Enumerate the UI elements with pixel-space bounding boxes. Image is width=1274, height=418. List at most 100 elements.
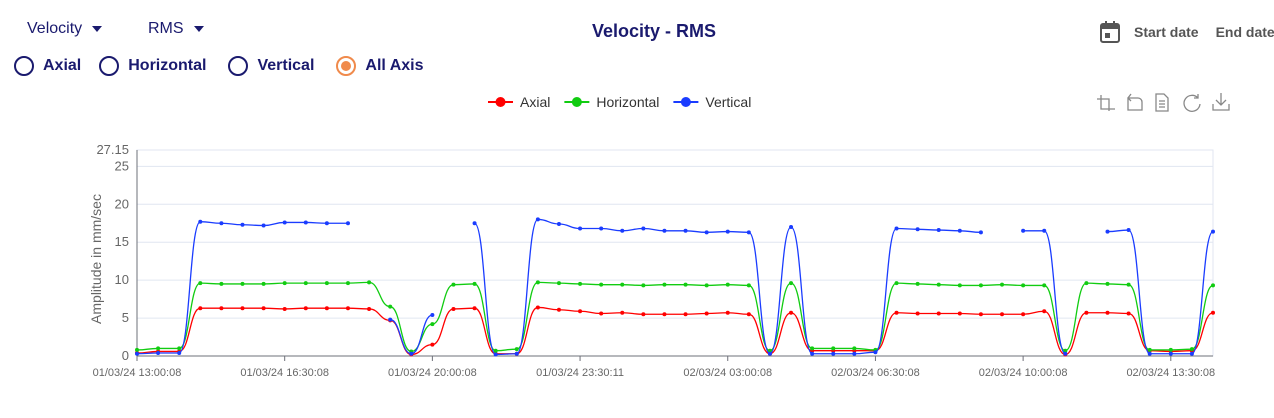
data-point <box>936 282 941 287</box>
data-point <box>746 230 751 235</box>
data-point <box>789 310 794 315</box>
series-line <box>136 281 1214 353</box>
radio-circle <box>14 56 34 76</box>
stat-dropdown[interactable]: RMS <box>148 20 204 38</box>
radio-circle <box>99 56 120 76</box>
data-point <box>810 346 815 351</box>
data-point <box>219 281 224 286</box>
data-point <box>556 281 561 286</box>
data-point <box>831 346 836 351</box>
data-point <box>367 280 372 285</box>
radio-label: Vertical <box>257 57 315 74</box>
data-point <box>388 317 393 322</box>
data-point <box>704 283 709 288</box>
axis-radio[interactable]: Horizontal <box>99 56 206 76</box>
data-point <box>1147 347 1152 352</box>
data-point <box>1126 282 1131 287</box>
data-point <box>789 281 794 286</box>
data-point <box>556 307 561 312</box>
metric-dropdown[interactable]: Velocity <box>27 20 103 38</box>
data-point <box>1189 347 1194 352</box>
legend-label: Axial <box>520 94 550 110</box>
data-point <box>535 217 540 222</box>
zoom-icon[interactable] <box>1097 95 1115 111</box>
data-point <box>725 310 730 315</box>
start-date: Start date <box>1134 24 1199 40</box>
data-point <box>135 347 139 352</box>
data-point <box>683 312 688 317</box>
data-point <box>430 342 435 347</box>
x-tick-label: 02/03/24 13:30:08 <box>1126 367 1215 379</box>
data-point <box>1105 229 1110 234</box>
date-picker[interactable]: Start date End date <box>1099 20 1274 44</box>
series-line <box>136 306 1214 356</box>
data-point <box>240 222 245 227</box>
data-point <box>683 228 688 233</box>
data-point <box>282 306 287 311</box>
dataview-icon[interactable] <box>1155 93 1169 112</box>
data-point <box>135 351 139 356</box>
data-point <box>789 225 794 230</box>
x-tick-label: 01/03/24 16:30:08 <box>240 367 329 379</box>
data-point <box>493 348 498 353</box>
radio-circle <box>228 56 249 76</box>
x-tick-label: 02/03/24 06:30:08 <box>831 367 920 379</box>
data-point <box>472 221 477 226</box>
data-point <box>1168 351 1173 356</box>
restore-icon[interactable] <box>1127 93 1143 111</box>
legend-marker <box>495 97 506 107</box>
data-point <box>1105 281 1110 286</box>
y-tick-label: 15 <box>115 234 129 249</box>
data-point <box>578 309 583 314</box>
data-point <box>894 310 899 315</box>
data-point <box>746 283 751 288</box>
data-point <box>1000 312 1005 317</box>
radio-label: All Axis <box>365 57 424 74</box>
data-point <box>620 310 625 315</box>
legend-marker <box>571 97 582 107</box>
y-tick-label: 0 <box>122 348 129 363</box>
axis-radio[interactable]: All Axis <box>336 56 424 76</box>
y-tick-label: 10 <box>115 272 129 287</box>
data-point <box>936 228 941 233</box>
data-point <box>451 306 456 311</box>
data-point <box>303 220 308 225</box>
download-icon[interactable] <box>1212 93 1230 111</box>
data-point <box>345 306 350 311</box>
x-tick-label: 02/03/24 03:00:08 <box>683 367 772 379</box>
data-point <box>219 306 224 311</box>
data-point <box>641 283 646 288</box>
refresh-icon[interactable] <box>1183 94 1201 112</box>
data-point <box>978 283 983 288</box>
radio-label: Horizontal <box>128 57 207 74</box>
data-point <box>430 322 435 327</box>
data-point <box>177 346 182 351</box>
data-point <box>472 306 477 311</box>
toolbox <box>1097 93 1230 112</box>
axis-radio-group: Axial Horizontal Vertical All Axis <box>14 56 424 76</box>
data-point <box>915 227 920 232</box>
dropdown-label: Velocity <box>27 20 83 37</box>
data-point <box>725 282 730 287</box>
data-point <box>641 312 646 317</box>
data-point <box>156 346 161 351</box>
chart-title: Velocity - RMS <box>592 21 717 41</box>
y-tick-label: 25 <box>115 158 129 173</box>
data-point <box>324 306 329 311</box>
data-point <box>915 281 920 286</box>
data-point <box>1189 351 1194 356</box>
data-point <box>1042 228 1047 233</box>
data-point <box>873 350 878 355</box>
data-point <box>704 230 709 235</box>
data-point <box>1105 310 1110 315</box>
data-point <box>219 221 224 226</box>
data-point <box>324 221 329 226</box>
axis-radio[interactable]: Vertical <box>228 56 314 76</box>
data-point <box>282 281 287 286</box>
y-tick-label: 20 <box>115 196 129 211</box>
data-point <box>894 226 899 231</box>
axis-radio[interactable]: Axial <box>14 56 81 76</box>
data-point <box>915 311 920 316</box>
data-point <box>1168 347 1173 352</box>
